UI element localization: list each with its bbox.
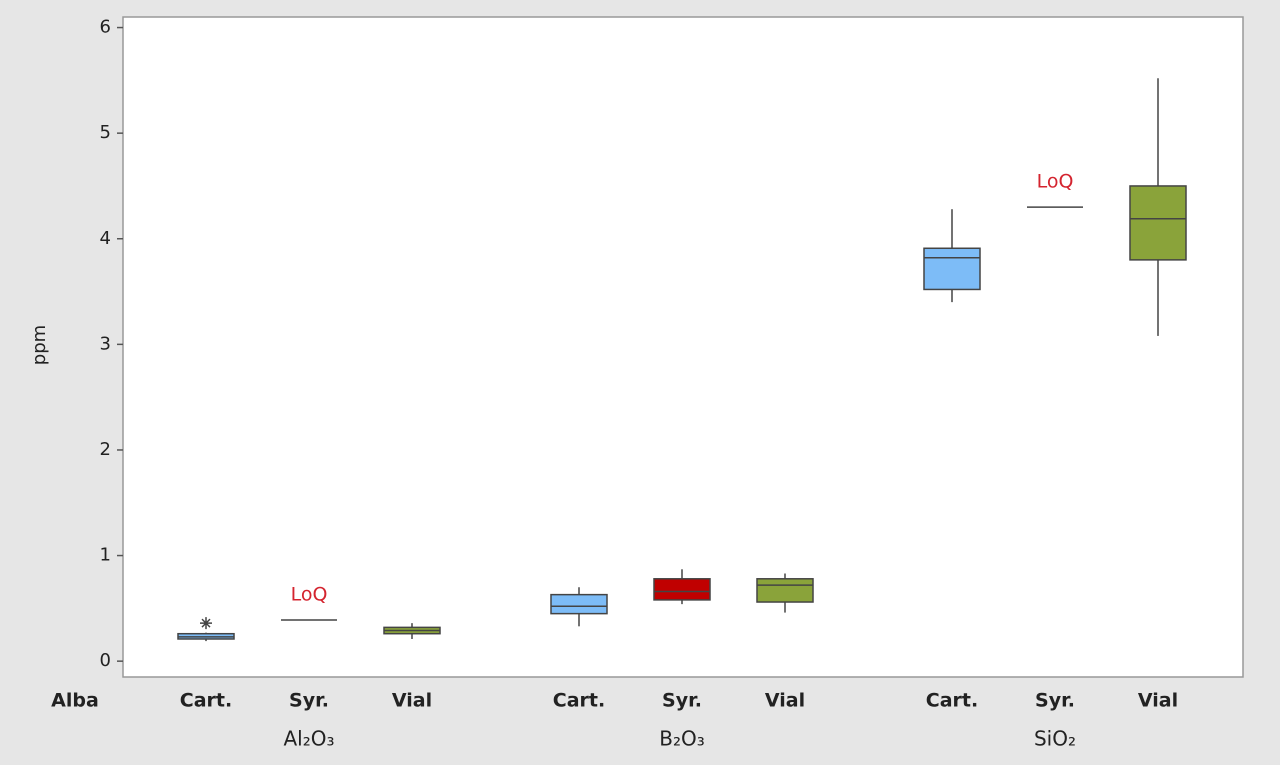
y-tick-label: 1 <box>100 545 111 566</box>
box <box>550 593 608 615</box>
x-tick-label: Syr. <box>289 690 329 712</box>
x-tick-label: Cart. <box>180 690 232 712</box>
y-tick-label: 0 <box>100 650 111 671</box>
annotation: LoQ <box>291 583 328 605</box>
x-tick-label: Vial <box>1138 690 1178 712</box>
y-tick-label: 4 <box>100 228 111 249</box>
y-tick-label: 5 <box>100 122 111 143</box>
group-label: B₂O₃ <box>659 727 705 751</box>
group-label: SiO₂ <box>1034 727 1076 751</box>
box <box>923 247 981 291</box>
y-tick-label: 6 <box>100 17 111 38</box>
group-label: Al₂O₃ <box>283 727 334 751</box>
box <box>653 578 711 601</box>
x-tick-label: Cart. <box>553 690 605 712</box>
plot-area <box>122 16 1244 678</box>
x-tick-label: Vial <box>392 690 432 712</box>
y-tick-label: 3 <box>100 333 111 354</box>
x-tick-label: Syr. <box>662 690 702 712</box>
x-axis-label: Alba <box>51 690 99 712</box>
box <box>756 578 814 603</box>
y-axis-label: ppm <box>29 325 50 365</box>
box <box>1129 185 1187 261</box>
x-tick-label: Syr. <box>1035 690 1075 712</box>
x-tick-label: Cart. <box>926 690 978 712</box>
y-tick-label: 2 <box>100 439 111 460</box>
annotation: LoQ <box>1037 171 1074 193</box>
x-tick-label: Vial <box>765 690 805 712</box>
outlier <box>200 617 212 630</box>
